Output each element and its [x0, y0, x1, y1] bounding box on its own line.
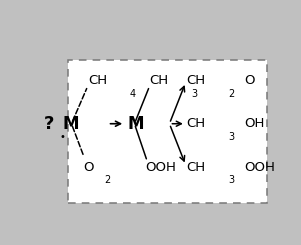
Text: CH: CH: [186, 117, 206, 130]
Text: CH: CH: [88, 74, 107, 87]
Text: CH: CH: [150, 74, 169, 87]
FancyBboxPatch shape: [68, 60, 267, 203]
Text: OOH: OOH: [145, 161, 176, 174]
Text: OH: OH: [244, 117, 265, 130]
Text: 3: 3: [192, 88, 198, 98]
Text: 3: 3: [228, 175, 235, 185]
Text: CH: CH: [186, 161, 206, 174]
Text: O: O: [83, 161, 94, 174]
Text: OOH: OOH: [244, 161, 275, 174]
Text: O: O: [244, 74, 255, 87]
Text: CH: CH: [186, 74, 206, 87]
Text: •: •: [60, 132, 66, 142]
Text: M: M: [127, 115, 144, 133]
Text: ?: ?: [43, 115, 54, 133]
Text: M: M: [63, 115, 79, 133]
Text: 4: 4: [130, 88, 136, 98]
Text: 2: 2: [104, 175, 110, 185]
Text: 2: 2: [228, 88, 235, 98]
Text: 3: 3: [228, 132, 235, 142]
